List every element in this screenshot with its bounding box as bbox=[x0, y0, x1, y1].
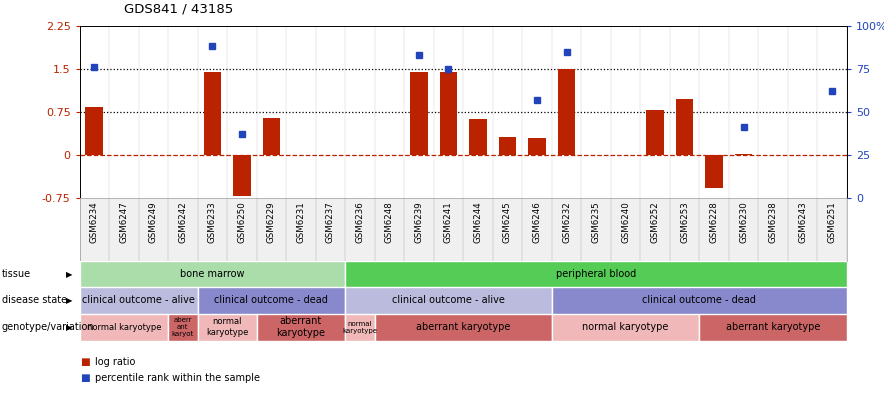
Text: GSM6233: GSM6233 bbox=[208, 201, 217, 243]
Bar bbox=[256, 314, 345, 341]
Bar bbox=[528, 138, 545, 155]
Text: GSM6243: GSM6243 bbox=[798, 201, 807, 243]
Text: GSM6230: GSM6230 bbox=[739, 201, 748, 243]
Text: GSM6244: GSM6244 bbox=[474, 201, 483, 243]
Bar bbox=[345, 287, 552, 314]
Text: GSM6235: GSM6235 bbox=[591, 201, 600, 243]
Bar bbox=[469, 119, 487, 155]
Bar bbox=[439, 72, 457, 155]
Text: GSM6236: GSM6236 bbox=[355, 201, 364, 243]
Text: peripheral blood: peripheral blood bbox=[556, 269, 636, 279]
Text: tissue: tissue bbox=[2, 269, 31, 279]
Bar bbox=[552, 314, 699, 341]
Bar bbox=[345, 314, 375, 341]
Text: disease state: disease state bbox=[2, 295, 67, 305]
Text: bone marrow: bone marrow bbox=[180, 269, 245, 279]
Text: GSM6241: GSM6241 bbox=[444, 201, 453, 243]
Text: GSM6245: GSM6245 bbox=[503, 201, 512, 243]
Text: GSM6248: GSM6248 bbox=[385, 201, 394, 243]
Text: GSM6239: GSM6239 bbox=[415, 201, 423, 243]
Bar bbox=[198, 287, 345, 314]
Bar bbox=[499, 137, 516, 155]
Bar bbox=[86, 107, 103, 155]
Text: normal karyotype: normal karyotype bbox=[583, 322, 668, 332]
Text: GSM6251: GSM6251 bbox=[827, 201, 836, 243]
Bar bbox=[699, 314, 847, 341]
Text: ▶: ▶ bbox=[66, 296, 72, 305]
Bar bbox=[646, 110, 664, 155]
Bar bbox=[735, 154, 752, 155]
Text: GSM6238: GSM6238 bbox=[768, 201, 778, 243]
Text: clinical outcome - alive: clinical outcome - alive bbox=[82, 295, 195, 305]
Bar bbox=[80, 287, 198, 314]
Text: GSM6246: GSM6246 bbox=[532, 201, 542, 243]
Text: normal karyotype: normal karyotype bbox=[87, 323, 161, 331]
Text: GSM6250: GSM6250 bbox=[238, 201, 247, 243]
Text: ■: ■ bbox=[80, 373, 89, 383]
Text: clinical outcome - alive: clinical outcome - alive bbox=[392, 295, 505, 305]
Text: GSM6242: GSM6242 bbox=[179, 201, 187, 243]
Text: GSM6232: GSM6232 bbox=[562, 201, 571, 243]
Bar bbox=[558, 69, 575, 155]
Text: normal
karyotype: normal karyotype bbox=[342, 321, 377, 333]
Text: GSM6240: GSM6240 bbox=[621, 201, 630, 243]
Text: GSM6237: GSM6237 bbox=[326, 201, 335, 243]
Bar bbox=[675, 99, 693, 155]
Bar bbox=[233, 155, 251, 196]
Text: normal
karyotype: normal karyotype bbox=[206, 318, 248, 337]
Text: GSM6252: GSM6252 bbox=[651, 201, 659, 243]
Text: GSM6228: GSM6228 bbox=[710, 201, 719, 243]
Bar bbox=[345, 261, 847, 287]
Text: GSM6229: GSM6229 bbox=[267, 201, 276, 243]
Bar bbox=[80, 314, 168, 341]
Text: percentile rank within the sample: percentile rank within the sample bbox=[95, 373, 260, 383]
Text: aberr
ant
karyot: aberr ant karyot bbox=[171, 317, 194, 337]
Text: clinical outcome - dead: clinical outcome - dead bbox=[215, 295, 328, 305]
Bar bbox=[705, 155, 723, 188]
Text: GDS841 / 43185: GDS841 / 43185 bbox=[124, 3, 233, 16]
Bar bbox=[263, 118, 280, 155]
Bar bbox=[203, 72, 221, 155]
Text: genotype/variation: genotype/variation bbox=[2, 322, 95, 332]
Text: GSM6253: GSM6253 bbox=[680, 201, 689, 243]
Text: ▶: ▶ bbox=[66, 270, 72, 279]
Text: clinical outcome - dead: clinical outcome - dead bbox=[643, 295, 756, 305]
Text: aberrant karyotype: aberrant karyotype bbox=[726, 322, 820, 332]
Bar bbox=[80, 261, 345, 287]
Text: ▶: ▶ bbox=[66, 323, 72, 331]
Text: log ratio: log ratio bbox=[95, 357, 135, 367]
Text: aberrant karyotype: aberrant karyotype bbox=[416, 322, 510, 332]
Bar bbox=[168, 314, 198, 341]
Bar bbox=[410, 72, 428, 155]
Text: GSM6231: GSM6231 bbox=[296, 201, 305, 243]
Text: GSM6234: GSM6234 bbox=[90, 201, 99, 243]
Text: GSM6247: GSM6247 bbox=[119, 201, 128, 243]
Bar bbox=[198, 314, 256, 341]
Text: aberrant
karyotype: aberrant karyotype bbox=[277, 316, 325, 338]
Bar bbox=[375, 314, 552, 341]
Bar bbox=[552, 287, 847, 314]
Text: ■: ■ bbox=[80, 357, 89, 367]
Text: GSM6249: GSM6249 bbox=[149, 201, 158, 243]
